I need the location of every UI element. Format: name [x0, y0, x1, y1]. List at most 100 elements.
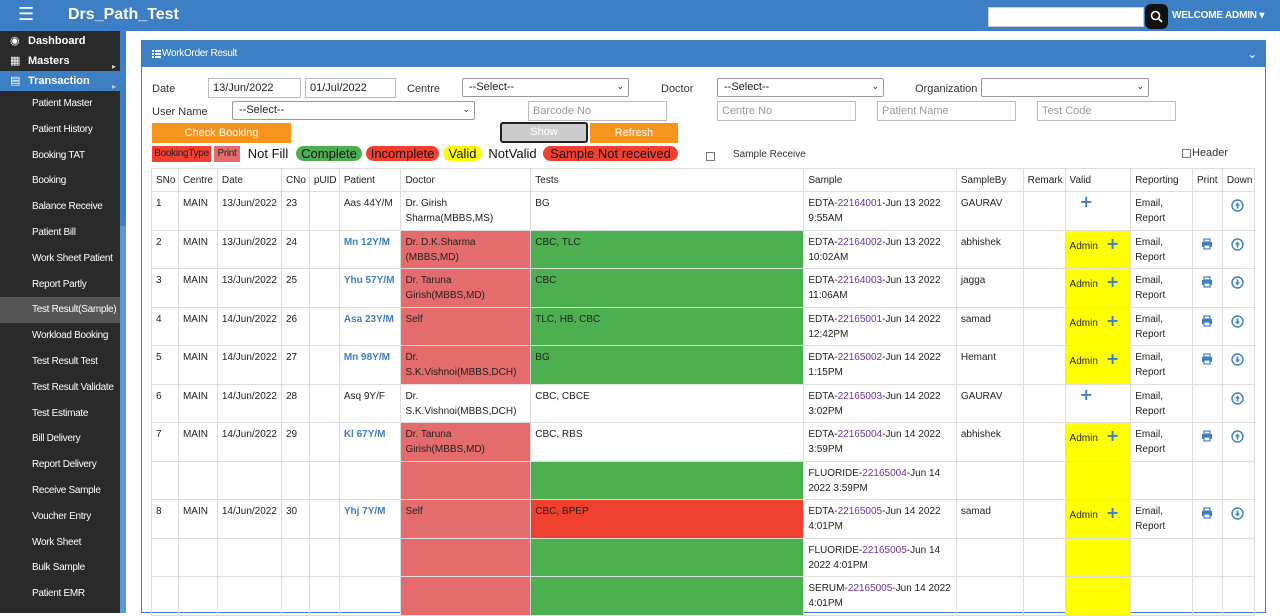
sidebar-item-bulk-sample[interactable]: Bulk Sample — [32, 562, 85, 574]
sidebar-scrollbar[interactable] — [120, 31, 126, 613]
sidebar-scroll-thumb[interactable] — [120, 31, 126, 226]
patient-link[interactable]: Aas 44Y/M — [343, 198, 393, 209]
refresh-button[interactable]: Refresh — [590, 123, 678, 143]
sidebar-item-work-sheet[interactable]: Work Sheet — [32, 536, 82, 548]
table-row[interactable]: 5 MAIN 14/Jun/2022 27 Mn 98Y/M Dr. S.K.Vishno… — [151, 345, 1256, 385]
column-header[interactable]: Remark — [1022, 168, 1066, 192]
sidebar-item-work-sheet-patient[interactable]: Work Sheet Patient — [32, 252, 113, 264]
column-header[interactable]: CNo — [280, 168, 310, 192]
doctor-select[interactable]: --Select-- ⌄ — [717, 78, 884, 97]
centre-no-input[interactable]: Centre No — [717, 101, 856, 121]
column-header[interactable]: Sample — [803, 168, 957, 192]
sample-id[interactable]: 22165005 — [837, 506, 883, 517]
sidebar-item-workload-booking[interactable]: Workload Booking — [32, 330, 109, 342]
sidebar-item-test-estimate[interactable]: Test Estimate — [32, 407, 89, 419]
upload-icon[interactable] — [1231, 199, 1244, 212]
organization-select[interactable]: ⌄ — [981, 78, 1149, 97]
table-row[interactable]: 4 MAIN 14/Jun/2022 26 Asa 23Y/M Self TLC, HB, … — [151, 306, 1256, 346]
sidebar-item-report-partly[interactable]: Report Partly — [32, 278, 87, 290]
sidebar-item-patient-emr[interactable]: Patient EMR — [32, 588, 85, 600]
table-row[interactable]: FLUORIDE-22165004-Jun 14 2022 3:59PM — [151, 460, 1256, 500]
add-icon[interactable]: + — [1105, 272, 1120, 291]
add-icon[interactable]: + — [1079, 192, 1093, 211]
sample-id[interactable]: 22164003 — [837, 275, 883, 286]
sidebar-item-patient-master[interactable]: Patient Master — [32, 98, 93, 109]
patient-link[interactable]: Yhu 57Y/M — [343, 275, 395, 286]
patient-link[interactable]: Kl 67Y/M — [343, 429, 386, 440]
print-icon[interactable] — [1201, 237, 1213, 250]
date-to-input[interactable]: 01/Jul/2022 — [305, 78, 396, 98]
table-row[interactable]: FLUORIDE-22165005-Jun 14 2022 4:01PM — [151, 537, 1256, 577]
search-button[interactable] — [1145, 4, 1168, 29]
sample-id[interactable]: 22165001 — [837, 313, 883, 325]
patient-link[interactable]: Yhj 7Y/M — [343, 506, 386, 517]
sample-id[interactable]: 22165002 — [837, 352, 883, 363]
add-icon[interactable]: + — [1105, 349, 1120, 368]
add-icon[interactable]: + — [1105, 233, 1120, 253]
sidebar-item-patient-bill[interactable]: Patient Bill — [32, 226, 76, 238]
upload-icon[interactable] — [1231, 391, 1244, 405]
sidebar-item-balance-receive[interactable]: Balance Receive — [32, 201, 103, 213]
column-header[interactable]: Valid — [1064, 168, 1132, 192]
sidebar-item-test-result-sample[interactable]: Test Result(Sample) — [0, 297, 120, 324]
add-icon[interactable]: + — [1105, 503, 1120, 522]
column-header[interactable]: Print — [1191, 168, 1223, 192]
column-header[interactable]: Tests — [530, 168, 805, 192]
patient-name-input[interactable]: Patient Name — [877, 101, 1016, 121]
sample-id[interactable]: 22165005 — [862, 544, 907, 556]
table-row[interactable]: SERUM-22165005-Jun 14 2022 4:01PM — [151, 576, 1256, 616]
user-menu[interactable]: WELCOME ADMIN ▾ — [1172, 10, 1265, 21]
barcode-input[interactable]: Barcode No — [528, 101, 667, 121]
table-row[interactable]: 6 MAIN 14/Jun/2022 28 Asq 9Y/F Dr. S.K.Vishno… — [151, 383, 1256, 423]
chevron-down-icon[interactable]: ⌄ — [1247, 47, 1257, 61]
sidebar-item-test-result-validate[interactable]: Test Result Validate — [32, 381, 114, 393]
centre-select[interactable]: --Select-- ⌄ — [462, 78, 629, 97]
sidebar-item-booking-tat[interactable]: Booking TAT — [32, 149, 85, 161]
download-icon[interactable] — [1231, 353, 1244, 366]
user-name-select[interactable]: --Select-- ⌄ — [232, 101, 475, 120]
sidebar-section-dashboard[interactable]: ◉ Dashboard — [0, 31, 120, 51]
sample-id[interactable]: 22165003 — [837, 390, 883, 402]
sidebar-item-booking[interactable]: Booking — [32, 175, 67, 187]
sidebar-section-masters[interactable]: ▦ Masters ▸ — [0, 51, 120, 71]
check-booking-button[interactable]: Check Booking — [152, 123, 291, 143]
sidebar-item-patient-history[interactable]: Patient History — [32, 123, 93, 135]
table-row[interactable]: 8 MAIN 14/Jun/2022 30 Yhj 7Y/M Self CBC, BPEP E… — [151, 499, 1256, 539]
print-icon[interactable] — [1201, 353, 1213, 365]
column-header[interactable]: SampleBy — [955, 168, 1024, 192]
add-icon[interactable]: + — [1105, 426, 1120, 445]
sidebar-item-test-result-test[interactable]: Test Result Test — [32, 355, 98, 367]
menu-icon[interactable]: ☰ — [18, 4, 35, 25]
sidebar-item-voucher-entry[interactable]: Voucher Entry — [32, 510, 91, 522]
sample-receive-checkbox[interactable] — [706, 152, 715, 161]
add-icon[interactable]: + — [1105, 310, 1120, 330]
sample-id[interactable]: 22164001 — [837, 198, 883, 209]
column-header[interactable]: pUID — [308, 168, 340, 192]
print-icon[interactable] — [1201, 276, 1213, 288]
sidebar-section-transaction[interactable]: ▤ Transaction ▸ — [0, 71, 120, 91]
sample-id[interactable]: 22165005 — [847, 583, 893, 594]
global-search-input[interactable] — [988, 7, 1144, 27]
table-row[interactable]: 2 MAIN 13/Jun/2022 24 Mn 12Y/M Dr. D.K.Sharma… — [151, 229, 1256, 269]
test-code-input[interactable]: Test Code — [1037, 101, 1176, 121]
table-row[interactable]: 7 MAIN 14/Jun/2022 29 Kl 67Y/M Dr. Taruna Gir… — [151, 422, 1256, 462]
print-icon[interactable] — [1201, 430, 1213, 442]
table-row[interactable]: 3 MAIN 13/Jun/2022 25 Yhu 57Y/M Dr. Taruna Gi… — [151, 268, 1256, 308]
column-header[interactable]: Patient — [338, 168, 402, 192]
patient-link[interactable]: Asq 9Y/F — [343, 390, 385, 402]
date-from-input[interactable]: 13/Jun/2022 — [208, 78, 301, 98]
column-header[interactable]: Doctor — [400, 168, 532, 192]
patient-link[interactable]: Mn 98Y/M — [343, 352, 390, 363]
print-icon[interactable] — [1201, 314, 1213, 327]
add-icon[interactable]: + — [1079, 384, 1093, 404]
sample-id[interactable]: 22165004 — [862, 467, 907, 479]
upload-icon[interactable] — [1231, 237, 1244, 251]
patient-link[interactable]: Mn 12Y/M — [343, 236, 390, 248]
column-header[interactable]: SNo — [151, 168, 179, 192]
sidebar-item-bill-delivery[interactable]: Bill Delivery — [32, 433, 81, 445]
patient-link[interactable]: Asa 23Y/M — [343, 313, 394, 325]
header-checkbox[interactable] — [1182, 149, 1191, 158]
print-icon[interactable] — [1201, 507, 1213, 519]
download-icon[interactable] — [1231, 314, 1244, 328]
sample-id[interactable]: 22165004 — [837, 429, 883, 440]
